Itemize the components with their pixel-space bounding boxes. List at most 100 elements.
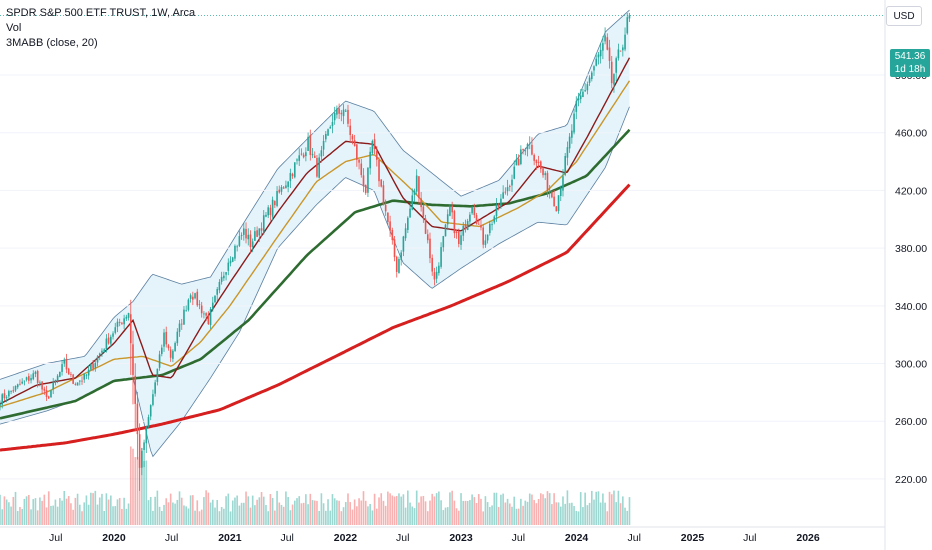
candle-body — [520, 149, 522, 165]
candle-body — [440, 247, 442, 267]
volume-bar — [81, 511, 83, 525]
candle-body — [420, 198, 422, 208]
volume-bar — [243, 502, 245, 525]
volume-bar — [143, 461, 145, 525]
volume-bar — [575, 510, 578, 525]
volume-bar — [440, 500, 442, 525]
volume-bar — [118, 497, 121, 525]
volume-bar — [604, 502, 606, 525]
candle-body — [322, 140, 325, 150]
candle-body — [617, 49, 620, 59]
candle-body — [548, 191, 551, 192]
volume-bar — [258, 497, 261, 525]
currency-button[interactable]: USD — [886, 6, 922, 26]
volume-bar — [291, 504, 294, 525]
candle-body — [178, 323, 181, 332]
last-price-tag: 541.36 1d 18h — [890, 49, 930, 77]
volume-bar — [559, 506, 562, 525]
candle-body — [564, 155, 567, 175]
candle-body — [573, 113, 575, 133]
candle-body — [45, 390, 48, 397]
price-tick-label: 300.00 — [895, 359, 927, 371]
candle-body — [418, 176, 420, 198]
volume-bar — [606, 511, 609, 525]
candle-body — [484, 240, 487, 245]
volume-bar — [274, 510, 276, 525]
volume-bar — [132, 448, 134, 525]
volume-bar — [14, 491, 17, 525]
volume-bar — [302, 502, 305, 525]
volume-bar — [367, 506, 369, 525]
volume-bar — [94, 490, 97, 525]
candle-body — [256, 230, 258, 237]
volume-bar — [415, 490, 418, 525]
volume-bar — [207, 492, 210, 525]
candle-body — [431, 257, 434, 272]
candle-body — [606, 37, 609, 50]
volume-bar — [480, 498, 482, 525]
indicator-label[interactable]: 3MABB (close, 20) — [6, 37, 98, 49]
candle-body — [610, 61, 613, 84]
volume-bar — [116, 499, 119, 525]
candle-body — [542, 168, 544, 176]
candle-body — [200, 305, 203, 314]
volume-bar — [626, 510, 629, 525]
candle-body — [393, 239, 396, 258]
bar-countdown: 1d 18h — [894, 64, 926, 75]
volume-bar — [347, 493, 349, 525]
candle-body — [192, 296, 194, 300]
ma-mid-line — [0, 80, 631, 408]
candle-body — [59, 371, 61, 377]
volume-bar — [566, 490, 569, 525]
volume-bar — [362, 491, 365, 525]
candle-body — [338, 108, 340, 114]
candle-body — [298, 155, 301, 161]
candle-body — [32, 373, 35, 380]
candle-body — [360, 163, 363, 176]
candle-body — [8, 391, 10, 397]
candle-body — [25, 377, 28, 380]
volume-bar — [16, 511, 19, 525]
volume-bar — [622, 496, 624, 525]
candle-body — [160, 347, 163, 354]
candle-body — [413, 190, 416, 195]
candle-body — [628, 15, 631, 19]
ma-200-line — [0, 183, 631, 452]
volume-bar — [271, 498, 274, 525]
volume-bar — [577, 511, 580, 525]
candle-body — [41, 381, 43, 390]
candle-body — [469, 214, 471, 222]
volume-bar — [30, 509, 32, 525]
candle-body — [110, 336, 112, 344]
candle-body — [1, 394, 4, 405]
volume-bar — [333, 498, 336, 525]
candle-body — [449, 206, 451, 216]
candle-body — [136, 403, 139, 435]
candle-body — [10, 391, 12, 392]
volume-label[interactable]: Vol — [6, 22, 22, 34]
candle-body — [218, 282, 221, 291]
volume-bar — [313, 500, 316, 525]
candle-body — [265, 214, 267, 217]
candle-body — [21, 381, 23, 384]
candle-body — [351, 135, 354, 140]
volume-bar — [418, 502, 420, 525]
candle-body — [291, 173, 294, 177]
volume-bar — [528, 493, 531, 525]
candle-body — [163, 332, 165, 347]
volume-bar — [402, 494, 405, 525]
volume-bar — [597, 491, 600, 525]
volume-bar — [189, 495, 192, 525]
volume-bar — [458, 510, 460, 525]
candle-body — [333, 112, 336, 121]
symbol-title[interactable]: SPDR S&P 500 ETF TRUST, 1W, Arca — [6, 7, 196, 19]
volume-bar — [438, 491, 440, 525]
candle-body — [205, 313, 207, 316]
candle-body — [118, 322, 121, 323]
candle-body — [400, 252, 402, 260]
candle-body — [203, 313, 205, 315]
volume-bar — [593, 499, 595, 525]
volume-bar — [426, 511, 429, 525]
candle-body — [141, 450, 143, 468]
